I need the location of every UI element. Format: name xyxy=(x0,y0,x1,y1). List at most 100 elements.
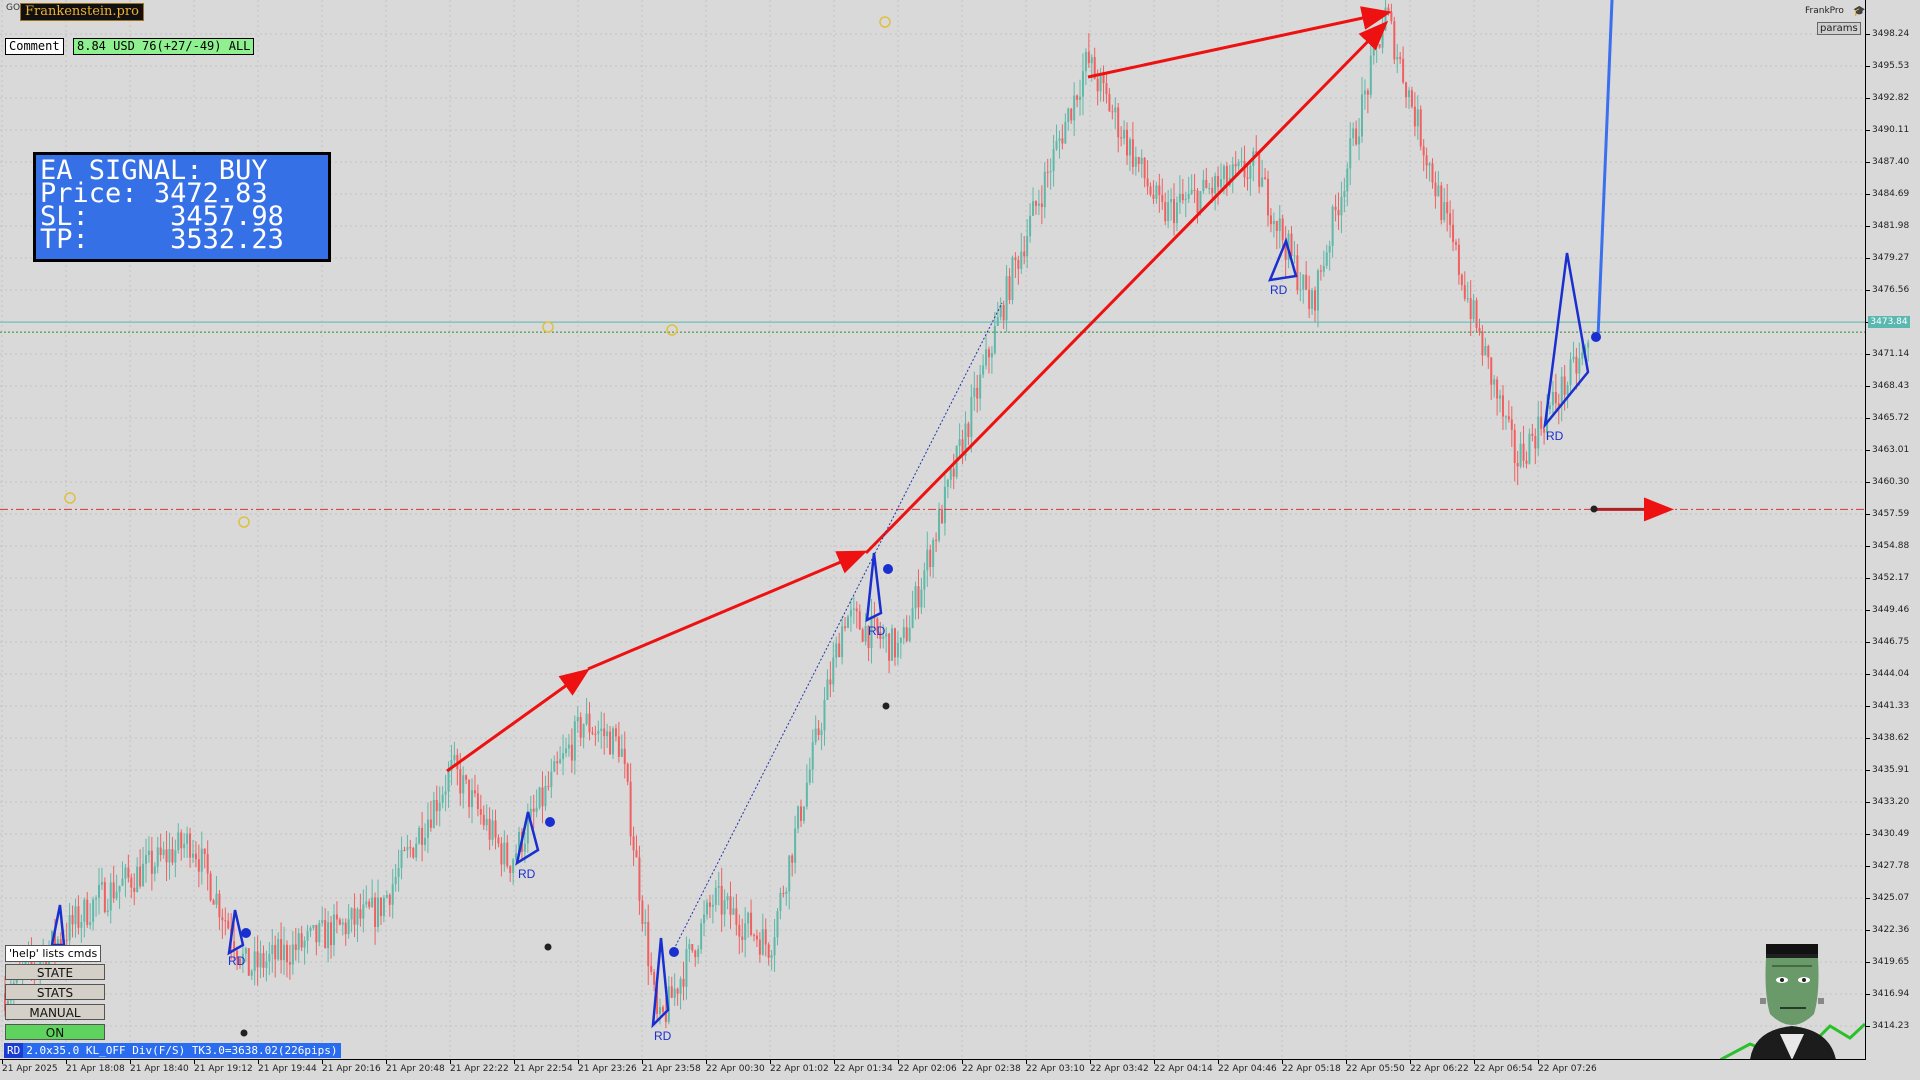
candle-body xyxy=(908,627,911,641)
candle-body xyxy=(224,920,227,922)
candle-body xyxy=(1181,193,1184,201)
candle-body xyxy=(221,917,224,921)
candle-body xyxy=(620,748,623,757)
time-tick-label: 22 Apr 02:06 xyxy=(898,1060,957,1074)
candle-body xyxy=(1040,203,1043,208)
candle-body xyxy=(979,374,982,399)
candle-body xyxy=(74,906,77,925)
candle-body xyxy=(1193,189,1196,191)
candle-body xyxy=(1158,185,1161,196)
time-tick-label: 22 Apr 01:02 xyxy=(770,1060,829,1074)
candle-body xyxy=(1434,182,1437,197)
comment-value: 8.84 USD 76(+27/-49) ALL xyxy=(73,38,255,55)
candle-body xyxy=(993,325,996,354)
candle-body xyxy=(256,951,259,968)
candle-body xyxy=(97,884,100,898)
candle-body xyxy=(127,867,130,878)
candle-body xyxy=(1375,44,1378,46)
price-tick-label: 3484.69 xyxy=(1865,189,1910,199)
candle-body xyxy=(1308,289,1311,309)
candle-body xyxy=(1146,178,1149,187)
candle-body xyxy=(112,882,115,899)
brand-badge[interactable]: Frankenstein.pro xyxy=(20,3,144,21)
candle-body xyxy=(1131,139,1134,167)
candle-body xyxy=(1173,199,1176,224)
candle-body xyxy=(429,819,432,828)
candle-body xyxy=(1472,300,1475,320)
candle-body xyxy=(623,748,626,764)
skull-marker-icon xyxy=(544,943,552,951)
candle-body xyxy=(585,713,588,725)
chart-area[interactable]: RD RD RD RD RD RD GO Frankenstein.pro Comment… xyxy=(0,0,1866,1060)
candle-body xyxy=(861,629,864,642)
candle-body xyxy=(283,944,286,961)
price-tick-label: 3487.40 xyxy=(1865,157,1910,167)
candle-body xyxy=(59,939,62,945)
candle-body xyxy=(444,791,447,795)
candle-body xyxy=(1073,95,1076,121)
candle-body xyxy=(535,807,538,812)
candle-body xyxy=(1519,443,1522,467)
candle-body xyxy=(559,759,562,764)
candle-body xyxy=(888,633,891,661)
state-button[interactable]: STATE xyxy=(5,964,105,980)
candle-body xyxy=(53,931,56,949)
candle-body xyxy=(1422,146,1425,156)
rd-label: RD xyxy=(228,954,246,968)
candle-body xyxy=(412,848,415,858)
candle-body xyxy=(1064,121,1067,144)
candle-body xyxy=(644,922,647,924)
candle-body xyxy=(394,877,397,885)
candle-body xyxy=(1034,201,1037,206)
candle-body xyxy=(846,616,849,628)
rd-pattern xyxy=(227,909,245,956)
candle-body xyxy=(1281,218,1284,241)
manual-button[interactable]: MANUAL xyxy=(5,1004,105,1020)
candle-body xyxy=(1225,166,1228,186)
candle-body xyxy=(985,349,988,366)
candle-body xyxy=(1469,298,1472,320)
candle-body xyxy=(1513,429,1516,464)
candle-body xyxy=(832,657,835,685)
time-tick-label: 21 Apr 20:16 xyxy=(322,1060,381,1074)
candle-body xyxy=(1070,108,1073,121)
candle-body xyxy=(1079,96,1082,100)
candle-body xyxy=(385,894,388,898)
candle-body xyxy=(1143,157,1146,179)
time-tick-label: 22 Apr 01:34 xyxy=(834,1060,893,1074)
candle-body xyxy=(797,806,800,829)
on-toggle-button[interactable]: ON xyxy=(5,1024,105,1040)
candle-body xyxy=(1222,166,1225,180)
candle-body xyxy=(303,940,306,948)
candle-body xyxy=(130,877,133,888)
candle-body xyxy=(330,922,333,946)
rd-label: RD xyxy=(1270,283,1288,297)
candle-body xyxy=(153,866,156,874)
candle-body xyxy=(1305,274,1308,290)
candle-body xyxy=(1349,138,1352,169)
candle-body xyxy=(215,893,218,905)
candle-body xyxy=(885,633,888,637)
candle-body xyxy=(1316,270,1319,311)
graduation-cap-icon[interactable]: 🎓 xyxy=(1853,6,1866,17)
time-axis[interactable]: 21 Apr 2025 21 Apr 18:08 21 Apr 18:40 21 Ap… xyxy=(0,1060,1866,1080)
candle-body xyxy=(799,806,802,821)
candle-body xyxy=(1126,129,1129,156)
candle-body xyxy=(1366,90,1369,95)
ea-signal-box: EA SIGNAL: BUY Price: 3472.83 SL: 3457.9… xyxy=(33,152,331,262)
candle-body xyxy=(1108,94,1111,112)
candle-body xyxy=(1481,331,1484,356)
candle-body xyxy=(280,939,283,961)
candle-body xyxy=(943,486,946,524)
price-axis[interactable]: 3498.24 3495.53 3492.82 3490.11 3487.40 3484.… xyxy=(1865,0,1920,1060)
candle-body xyxy=(200,848,203,872)
help-label: 'help' lists cmds xyxy=(5,945,102,962)
time-tick-label: 21 Apr 18:08 xyxy=(66,1060,125,1074)
candle-body xyxy=(89,922,92,925)
candle-body xyxy=(814,728,817,743)
candle-body xyxy=(294,944,297,950)
candle-body xyxy=(1278,218,1281,231)
params-button[interactable]: params xyxy=(1817,22,1861,35)
price-tick-label: 3444.04 xyxy=(1865,669,1910,679)
stats-button[interactable]: STATS xyxy=(5,984,105,1000)
